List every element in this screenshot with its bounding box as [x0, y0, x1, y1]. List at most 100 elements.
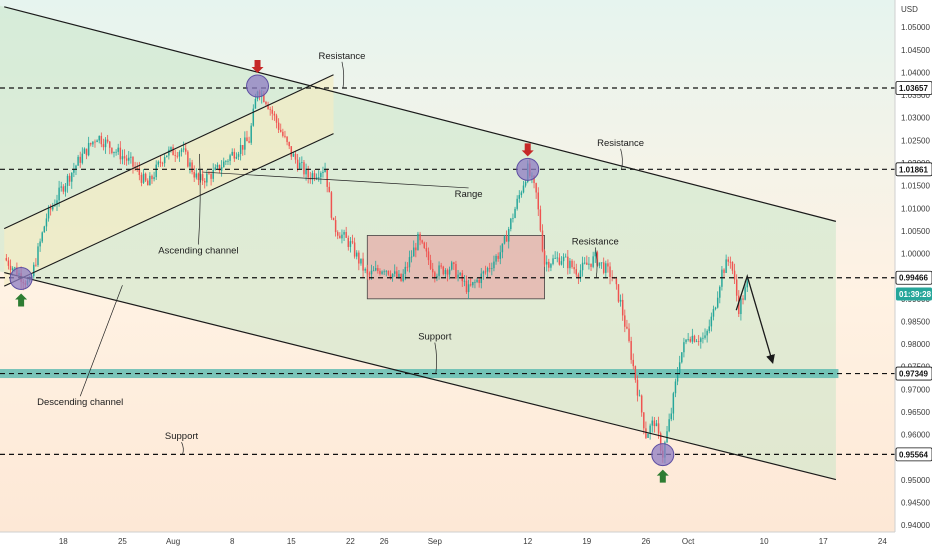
candle-body: [193, 172, 195, 178]
candle-body: [645, 428, 647, 438]
annotation-pointer: [620, 148, 623, 170]
candle-body: [389, 274, 392, 278]
annotation-pointer: [79, 285, 123, 397]
candle-body: [191, 162, 193, 173]
y-tick-label: 1.02500: [901, 136, 930, 145]
candle-body: [444, 270, 447, 275]
candle-body: [459, 273, 461, 275]
candle-body: [520, 192, 523, 196]
y-tick-label: 1.00000: [901, 250, 930, 259]
candle-body: [457, 274, 459, 279]
level-price-label: 0.99466: [899, 274, 928, 283]
candle-body: [685, 339, 687, 343]
candle-body: [651, 420, 653, 426]
candle-body: [85, 148, 88, 156]
candle-body: [204, 180, 206, 183]
candle-body: [640, 395, 643, 413]
y-tick-label: 1.01500: [901, 182, 930, 191]
candle-body: [482, 271, 485, 274]
candle-body: [332, 217, 335, 221]
candle-body: [113, 151, 115, 154]
candle-body: [58, 187, 60, 201]
candle-body: [740, 298, 742, 315]
candle-body: [161, 162, 164, 164]
candle-body: [345, 232, 347, 238]
candle-body: [182, 148, 185, 150]
candle-body: [742, 298, 744, 300]
candle-body: [524, 181, 527, 186]
candle-body: [700, 338, 702, 342]
candle-body: [235, 156, 238, 159]
candle-body: [609, 266, 611, 278]
candle-body: [372, 270, 375, 272]
candle-body: [649, 425, 651, 434]
candle-body: [393, 271, 396, 274]
candle-body: [626, 326, 628, 329]
candle-body: [172, 147, 174, 156]
candle-body: [377, 268, 379, 271]
candle-body: [166, 155, 168, 158]
y-tick-label: 1.03500: [901, 91, 930, 100]
annotation-label: Descending channel: [37, 397, 123, 408]
candle-body: [248, 141, 250, 143]
candle-body: [121, 156, 124, 160]
candle-body: [90, 142, 92, 145]
candle-body: [286, 136, 288, 142]
candle-body: [301, 162, 303, 163]
candle-body: [322, 171, 324, 173]
annotation-label: Resistance: [572, 236, 619, 247]
candle-body: [246, 137, 248, 142]
candle-body: [440, 265, 442, 267]
candle-body: [155, 164, 157, 178]
candle-body: [149, 175, 151, 186]
descending-channel-lower: [4, 271, 837, 481]
candle-body: [666, 431, 668, 443]
candle-body: [180, 149, 183, 152]
time-axis-background: [0, 532, 932, 550]
candle-body: [714, 307, 717, 310]
candle-body: [497, 255, 499, 259]
candle-body: [469, 284, 472, 286]
candle-body: [453, 262, 455, 264]
candle-body: [315, 177, 318, 179]
candle-body: [548, 261, 550, 268]
y-tick-label: 1.03000: [901, 114, 930, 123]
candle-body: [269, 109, 271, 110]
candle-body: [512, 217, 514, 219]
candle-body: [670, 413, 672, 420]
level-price-label: 0.97349: [899, 370, 928, 379]
candle-body: [263, 93, 265, 102]
candle-body: [225, 161, 227, 163]
candle-body: [518, 195, 521, 199]
candle-body: [706, 330, 708, 336]
candle-body: [693, 335, 696, 342]
candle-body: [571, 260, 573, 268]
candle-body: [214, 167, 217, 170]
candle-body: [486, 267, 489, 272]
candle-body: [668, 419, 670, 432]
annotation-label: Ascending channel: [158, 246, 238, 257]
candle-body: [564, 256, 567, 258]
candle-body: [330, 192, 333, 218]
candle-body: [62, 186, 65, 192]
candle-body: [476, 279, 478, 282]
candle-body: [594, 252, 596, 257]
candle-body: [41, 232, 43, 242]
candle-body: [250, 125, 252, 143]
x-tick-label: 26: [380, 537, 389, 546]
candle-body: [364, 268, 366, 271]
candle-body: [100, 135, 103, 145]
candle-body: [434, 272, 436, 278]
ascending-channel-upper: [3, 74, 334, 230]
candle-body: [368, 273, 371, 275]
candle-body: [615, 278, 618, 285]
candle-body: [362, 258, 364, 271]
candle-body: [358, 252, 360, 264]
candle-body: [592, 256, 594, 267]
level-price-label: 1.03657: [899, 84, 928, 93]
candle-body: [493, 261, 495, 269]
candle-body: [254, 99, 257, 109]
candle-body: [410, 256, 413, 258]
